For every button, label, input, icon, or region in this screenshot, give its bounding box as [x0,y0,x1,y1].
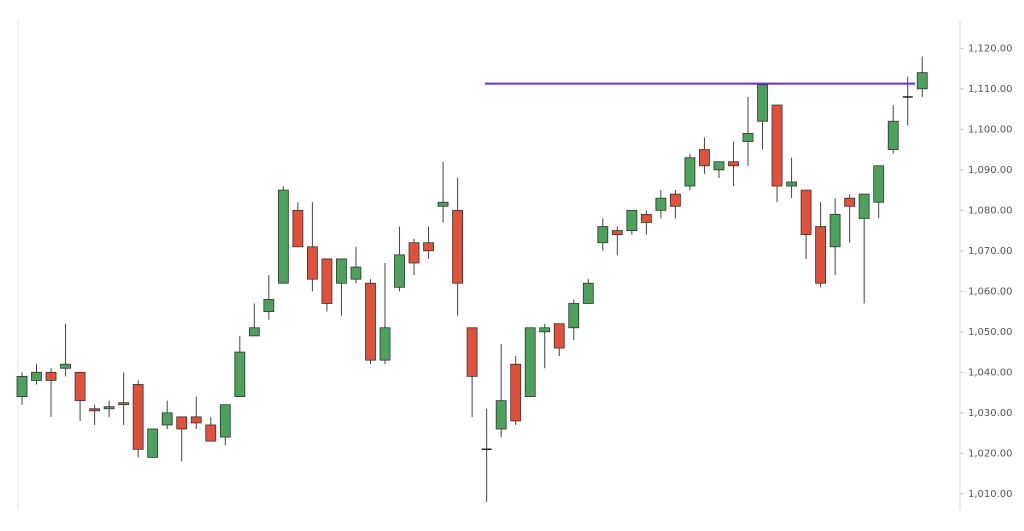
candle-body [844,197,856,207]
candle-body [568,303,580,329]
candle-body [916,72,928,90]
candle-body [219,404,231,438]
candle-body [684,157,696,187]
candle-body [394,254,405,288]
y-tick-label: 1,080.00 [968,205,1013,216]
candle-body [466,327,478,377]
y-tick-label: 1,010.00 [968,489,1013,500]
candle-body [539,327,551,333]
y-tick-label: 1,040.00 [968,367,1013,378]
candle-body [118,402,130,406]
candle-body [379,327,391,361]
candle-body [60,363,71,369]
candle-body [597,226,609,244]
candle-body [321,258,333,304]
candle-body [350,266,362,280]
candle-body [176,416,188,430]
candle-body [829,213,841,248]
candle-body [495,400,507,430]
candle-body [742,132,754,142]
y-tick-label: 1,120.00 [968,43,1013,54]
candle-body [670,193,681,207]
candle-body [292,209,304,248]
candle-body [408,242,420,264]
y-tick-label: 1,060.00 [968,286,1013,297]
candle-body [234,351,246,398]
candle-body [510,363,522,422]
candle-body [699,149,710,167]
candle-body [771,104,783,187]
candle-body [306,246,318,280]
candle-body [452,209,464,284]
candle-body [786,181,797,187]
candle-body [132,384,144,450]
y-tick-label: 1,030.00 [968,408,1013,419]
candle-body [31,371,42,381]
candle-body [423,242,434,252]
candle-body [524,327,536,398]
candle-body [147,428,159,458]
candle-body [365,282,376,361]
candle-body [336,258,347,284]
candle-body [248,327,260,337]
candle-body [640,213,652,223]
candle-body [611,230,623,236]
candle-body [103,406,115,410]
candle-body [161,412,173,426]
candle-body [815,226,826,284]
candle-body [553,323,565,349]
candle-body [757,84,768,122]
candle-body [858,193,870,219]
y-tick-label: 1,110.00 [968,84,1013,95]
candle-body [45,371,57,381]
candle-body [263,299,275,312]
y-tick-label: 1,020.00 [968,448,1013,459]
candle-body [800,189,812,236]
y-tick-label: 1,050.00 [968,327,1013,338]
candle-body [74,371,86,402]
candle-body [728,161,739,167]
candle-body [655,197,667,211]
candle-body [437,201,449,207]
candle-body [16,375,28,398]
y-tick-label: 1,090.00 [968,165,1013,176]
candle-body [582,282,594,304]
candle-body [277,189,289,284]
y-tick-label: 1,070.00 [968,246,1013,257]
y-tick-label: 1,100.00 [968,124,1013,135]
candle-body [205,424,217,442]
candle-body [887,120,899,150]
candle-body [713,161,725,171]
candle-body [626,209,638,231]
candle-body [190,416,202,424]
candle-body [873,165,885,203]
candle-body [89,408,100,412]
